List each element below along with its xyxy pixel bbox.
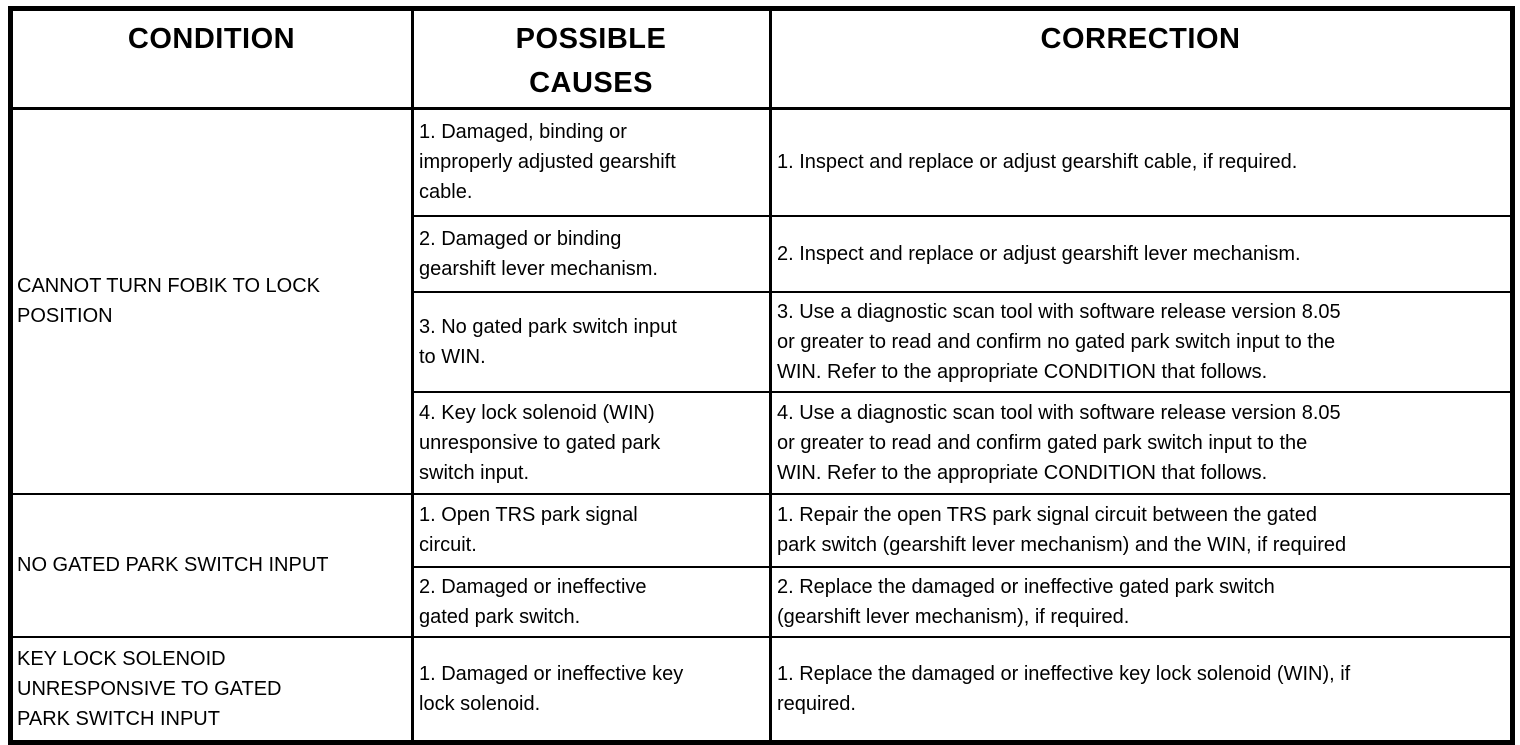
cause-cell: 4. Key lock solenoid (WIN) unresponsive … [411,390,772,495]
column-header-condition: CONDITION [9,7,414,110]
table-row: 2. Damaged or binding gearshift lever me… [11,214,1514,293]
table-row: 2. Damaged or ineffective gated park swi… [11,565,1514,638]
condition-cell-no-gated-park-switch-input: NO GATED PARK SWITCH INPUT [9,492,414,638]
table-row: 4. Key lock solenoid (WIN) unresponsive … [11,390,1514,495]
table-row: KEY LOCK SOLENOID UNRESPONSIVE TO GATED … [9,635,1514,744]
cause-cell: 2. Damaged or binding gearshift lever me… [411,214,772,293]
correction-cell: 1. Repair the open TRS park signal circu… [769,492,1514,568]
cause-cell: 1. Damaged or ineffective key lock solen… [411,635,772,744]
cause-cell: 1. Damaged, binding or improperly adjust… [411,107,772,217]
header-row: CONDITION POSSIBLE CAUSES CORRECTION [9,7,1514,110]
table-row: NO GATED PARK SWITCH INPUT 1. Open TRS p… [9,492,1514,638]
correction-cell: 4. Use a diagnostic scan tool with softw… [769,390,1514,495]
condition-cell-key-lock-solenoid-unresponsive: KEY LOCK SOLENOID UNRESPONSIVE TO GATED … [9,635,414,744]
correction-cell: 3. Use a diagnostic scan tool with softw… [769,290,1514,393]
correction-cell: 1. Inspect and replace or adjust gearshi… [769,107,1514,217]
diagnosis-table: CONDITION POSSIBLE CAUSES CORRECTION CAN… [8,6,1515,745]
cause-cell: 3. No gated park switch input to WIN. [411,290,772,393]
column-header-possible-causes: POSSIBLE CAUSES [411,7,772,110]
condition-cell-cannot-turn-fobik: CANNOT TURN FOBIK TO LOCK POSITION [9,107,414,495]
table-row: 3. No gated park switch input to WIN. 3.… [11,290,1514,393]
cause-cell: 1. Open TRS park signal circuit. [411,492,772,568]
correction-cell: 2. Inspect and replace or adjust gearshi… [769,214,1514,293]
cause-cell: 2. Damaged or ineffective gated park swi… [411,565,772,638]
correction-cell: 2. Replace the damaged or ineffective ga… [769,565,1514,638]
column-header-correction: CORRECTION [769,7,1514,110]
table-row: CANNOT TURN FOBIK TO LOCK POSITION 1. Da… [9,107,1514,495]
correction-cell: 1. Replace the damaged or ineffective ke… [769,635,1514,744]
